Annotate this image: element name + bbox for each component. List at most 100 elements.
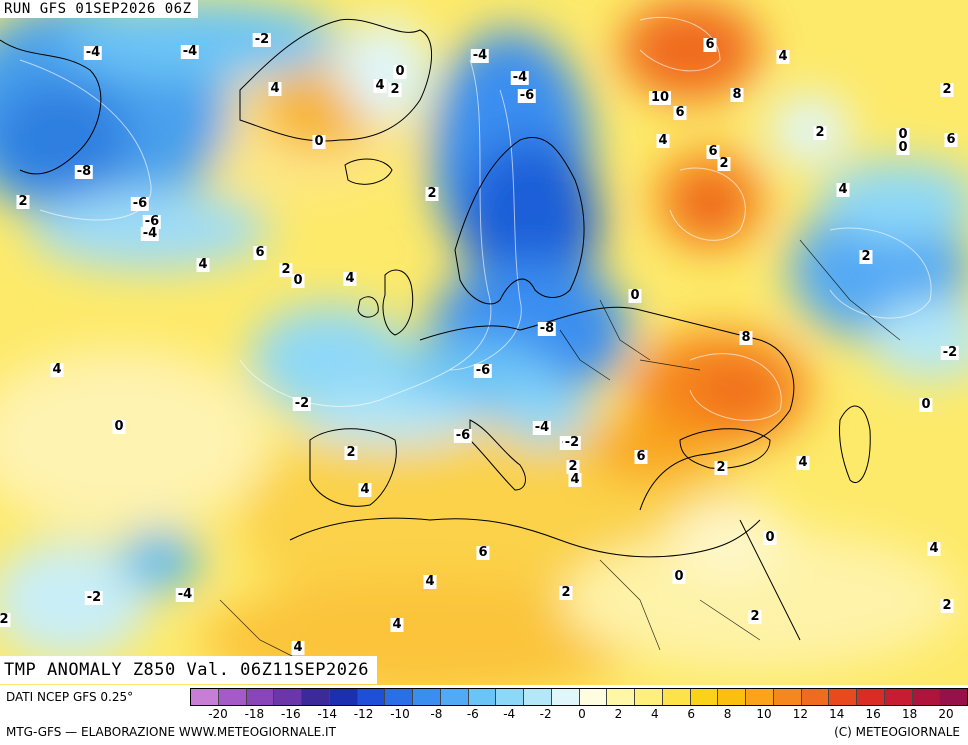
legend-swatch (857, 689, 885, 705)
isoline-value-label: 2 (425, 186, 439, 201)
borders (219, 239, 901, 661)
isoline-value-label: -2 (292, 396, 312, 411)
credit-label: MTG-GFS — ELABORAZIONE WWW.METEOGIORNALE… (6, 725, 336, 739)
legend-tick: -8 (430, 707, 443, 721)
isoline-value-label: -2 (562, 435, 582, 450)
legend-swatch (607, 689, 635, 705)
data-source-label: DATI NCEP GFS 0.25° (6, 690, 134, 704)
legend-tick: 14 (829, 707, 845, 721)
isoline-value-label: 4 (656, 133, 670, 148)
isoline-value-label: 8 (739, 330, 753, 345)
legend-swatch (773, 689, 802, 705)
temperature-anomaly-map (0, 0, 968, 685)
isoline-value-label: -6 (473, 363, 493, 378)
isoline-value-label: -4 (510, 70, 530, 85)
isoline-value-label: 0 (291, 273, 305, 288)
isoline-value-label: 2 (388, 82, 402, 97)
isoline-value-label: 4 (196, 257, 210, 272)
isoline-value-label: 4 (776, 49, 790, 64)
legend-swatch (468, 689, 497, 705)
legend-swatch (385, 689, 413, 705)
isoline-value-label: -6 (142, 214, 162, 229)
legend-swatch (191, 689, 219, 705)
run-label: RUN GFS 01SEP2026 06Z (0, 0, 198, 18)
isoline-value-label: 4 (796, 455, 810, 470)
legend-tick: 4 (650, 707, 659, 721)
isoline-value-label: 4 (927, 541, 941, 556)
legend-tick: 0 (578, 707, 586, 721)
isoline-value-label: 0 (672, 569, 686, 584)
legend-swatch (302, 689, 330, 705)
legend-tick: -2 (539, 707, 552, 721)
isoline-value-label: 2 (344, 445, 358, 460)
isoline-value-label: 0 (112, 419, 126, 434)
legend-tick: 10 (756, 707, 772, 721)
isoline-value-label: 2 (940, 82, 954, 97)
isoline-value-label: -6 (130, 196, 150, 211)
legend-swatch (413, 689, 441, 705)
legend-swatch (884, 689, 913, 705)
color-scale-legend (190, 688, 968, 706)
legend-swatch (218, 689, 247, 705)
legend-swatch (829, 689, 857, 705)
legend-tick: -6 (466, 707, 479, 721)
isoline-value-label: 6 (253, 245, 267, 260)
legend-swatch (357, 689, 386, 705)
legend-swatch (662, 689, 691, 705)
isoline-value-label: 4 (423, 574, 437, 589)
isoline-value-label: -4 (175, 587, 195, 602)
legend-tick: -12 (353, 707, 374, 721)
isoline-value-label: 4 (358, 482, 372, 497)
isoline-value-label: 2 (748, 609, 762, 624)
legend-swatch (329, 689, 358, 705)
legend-tick: 12 (792, 707, 809, 721)
isoline-value-label: -2 (940, 345, 960, 360)
isoline-value-label: 2 (279, 262, 293, 277)
isoline-value-label: 2 (714, 460, 728, 475)
legend-tick: -20 (208, 707, 228, 721)
legend-swatch (246, 689, 275, 705)
legend-tick: 18 (901, 707, 918, 721)
legend-swatch (579, 689, 608, 705)
legend-swatch (746, 689, 774, 705)
isoline-value-label: -4 (470, 48, 490, 63)
isoline-value-label: 4 (568, 472, 582, 487)
isoline-value-label: 4 (390, 617, 404, 632)
legend-tick: -16 (280, 707, 301, 721)
legend-swatch (718, 689, 746, 705)
isoline-value-label: 6 (944, 132, 958, 147)
isoline-value-label: 6 (706, 144, 720, 159)
legend-swatch (912, 689, 941, 705)
isoline-value-label: -4 (532, 420, 552, 435)
isoline-value-label: 4 (291, 640, 305, 655)
isoline-value-label: 0 (628, 288, 642, 303)
isoline-value-label: -8 (74, 164, 94, 179)
legend-tick: 20 (938, 707, 954, 721)
isoline-value-label: -4 (83, 45, 103, 60)
coastlines (0, 18, 871, 641)
isoline-value-label: 4 (373, 78, 387, 93)
isoline-value-label: 6 (703, 37, 717, 52)
isoline-value-label: 0 (896, 140, 910, 155)
legend-tick: -10 (390, 707, 410, 721)
legend-swatch (635, 689, 663, 705)
legend-swatch (496, 689, 524, 705)
legend-tick: -18 (244, 707, 265, 721)
isoline-value-label: -4 (140, 226, 160, 241)
isoline-value-label: 0 (919, 397, 933, 412)
isoline-value-label: -2 (84, 590, 104, 605)
map-title: TMP ANOMALY Z850 Val. 06Z11SEP2026 (0, 656, 377, 684)
legend-tick: 16 (865, 707, 881, 721)
isoline-value-label: 2 (16, 194, 30, 209)
isoline-value-label: 0 (393, 64, 407, 79)
isoline-value-label: -2 (252, 32, 272, 47)
legend-tick: 2 (614, 707, 623, 721)
map-canvas (0, 0, 968, 685)
legend-swatch (940, 689, 967, 705)
isoline-value-label: 2 (813, 125, 827, 140)
legend-swatch (524, 689, 552, 705)
isoline-value-label: 2 (0, 613, 11, 627)
isoline-value-label: 2 (717, 156, 731, 171)
isoline-value-label: 4 (343, 271, 357, 286)
legend-tick: 6 (687, 707, 696, 721)
